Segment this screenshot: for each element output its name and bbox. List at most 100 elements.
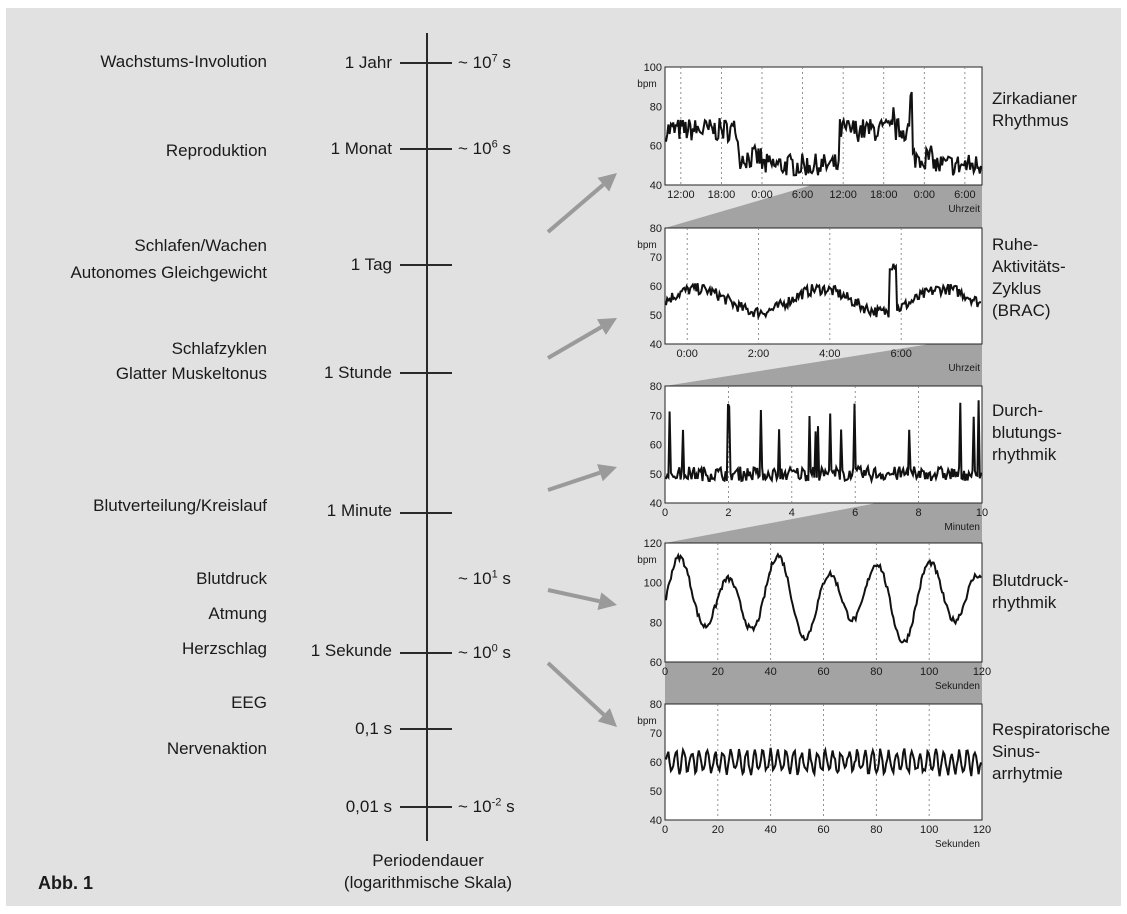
x-tick-rsa-0: 0	[662, 824, 668, 836]
x-tick-durchblutung-0: 0	[662, 507, 668, 519]
label-schlafen: Schlafen/Wachen	[134, 236, 267, 255]
arrow-head-2	[596, 318, 617, 335]
arrow-head-1	[597, 173, 617, 192]
zoom-band-1	[665, 185, 982, 228]
tick-0-01s	[400, 806, 452, 808]
label-atmung: Atmung	[208, 604, 267, 623]
chart-caption-rsa-1: Sinus-	[992, 742, 1040, 761]
x-tick-zirkadian-1: 18:00	[708, 189, 736, 201]
scale-label-minute: 1 Minute	[326, 501, 392, 520]
y-tick-durchblutung-1: 50	[650, 469, 662, 481]
zoom-band-2	[665, 344, 982, 386]
arrow-head-5	[597, 708, 617, 727]
label-schlafzyklen: Schlafzyklen	[171, 339, 267, 358]
chart-caption-blutdruck-1: rhythmik	[992, 593, 1057, 612]
x-tick-zirkadian-2: 0:00	[751, 189, 772, 201]
scale-label-0-01s: 0,01 s	[345, 797, 392, 816]
y-tick-durchblutung-0: 40	[650, 498, 662, 510]
x-tick-zirkadian-4: 12:00	[829, 189, 857, 201]
y-tick-durchblutung-3: 70	[650, 410, 662, 422]
x-tick-blutdruck-1: 20	[712, 666, 724, 678]
arrow-head-4	[597, 592, 617, 610]
x-tick-zirkadian-3: 6:00	[792, 189, 813, 201]
y-tick-brac-0: 40	[650, 339, 662, 351]
x-tick-brac-0: 0:00	[676, 348, 697, 360]
x-label-brac: Uhrzeit	[948, 363, 980, 374]
y-tick-durchblutung-2: 60	[650, 440, 662, 452]
tick-0-1s	[400, 728, 452, 730]
trace-blutdruck	[665, 552, 982, 644]
y-label-zirkadian: bpm	[637, 79, 656, 90]
y-tick-zirkadian-1: 60	[650, 141, 662, 153]
y-tick-blutdruck-0: 60	[650, 657, 662, 669]
chart-caption-rsa-0: Respiratorische	[992, 720, 1110, 739]
x-tick-zirkadian-0: 12:00	[667, 189, 695, 201]
trace-rsa	[665, 746, 982, 778]
x-tick-rsa-6: 120	[973, 824, 991, 836]
x-label-zirkadian: Uhrzeit	[948, 204, 980, 215]
x-label-durchblutung: Minuten	[944, 522, 980, 533]
x-tick-durchblutung-3: 6	[852, 507, 858, 519]
trace-zirkadian	[665, 91, 982, 177]
y-tick-brac-1: 50	[650, 310, 662, 322]
scale-label-tag: 1 Tag	[350, 255, 392, 274]
x-tick-rsa-5: 100	[920, 824, 938, 836]
x-tick-blutdruck-3: 60	[817, 666, 829, 678]
x-tick-zirkadian-6: 0:00	[914, 189, 935, 201]
arrow-shaft-5	[546, 661, 606, 717]
arrow-shaft-2	[546, 325, 603, 360]
chart-caption-blutdruck-0: Blutdruck-	[992, 571, 1069, 590]
x-label-blutdruck: Sekunden	[935, 681, 980, 692]
power-label-6: ~ 106 s	[458, 138, 511, 158]
x-tick-zirkadian-5: 18:00	[870, 189, 898, 201]
y-tick-blutdruck-1: 80	[650, 617, 662, 629]
chart-caption-brac-2: Zyklus	[992, 279, 1041, 298]
y-tick-rsa-2: 60	[650, 757, 662, 769]
x-tick-blutdruck-6: 120	[973, 666, 991, 678]
label-reproduktion: Reproduktion	[165, 141, 267, 160]
x-tick-brac-3: 6:00	[890, 348, 911, 360]
x-tick-zirkadian-7: 6:00	[954, 189, 975, 201]
figure-label: Abb. 1	[38, 873, 94, 893]
arrow-shaft-3	[547, 470, 601, 492]
scale-label-jahr: 1 Jahr	[344, 53, 392, 72]
x-tick-durchblutung-2: 4	[789, 507, 795, 519]
label-herzschlag: Herzschlag	[181, 639, 267, 658]
x-label-rsa: Sekunden	[935, 839, 980, 850]
x-tick-blutdruck-5: 100	[920, 666, 938, 678]
arrow-shaft-4	[547, 588, 600, 604]
y-tick-blutdruck-3: 120	[644, 538, 662, 550]
scale-label-sekunde: 1 Sekunde	[310, 641, 392, 660]
chart-caption-zirkadian-0: Zirkadianer	[992, 89, 1077, 108]
power-label-minus2: ~ 10-2 s	[458, 796, 515, 816]
x-tick-durchblutung-5: 10	[976, 507, 988, 519]
y-tick-durchblutung-4: 80	[650, 381, 662, 393]
x-tick-rsa-1: 20	[712, 824, 724, 836]
chart-caption-durchblutung-1: blutungs-	[992, 423, 1062, 442]
chart-caption-brac-3: (BRAC)	[992, 301, 1051, 320]
x-tick-durchblutung-4: 8	[916, 507, 922, 519]
x-tick-rsa-4: 80	[870, 824, 882, 836]
axis-caption-line1: Periodendauer	[372, 851, 484, 870]
x-tick-brac-1: 2:00	[748, 348, 769, 360]
y-tick-rsa-3: 70	[650, 728, 662, 740]
x-tick-blutdruck-4: 80	[870, 666, 882, 678]
y-tick-rsa-4: 80	[650, 699, 662, 711]
x-tick-blutdruck-2: 40	[765, 666, 777, 678]
x-tick-rsa-2: 40	[765, 824, 777, 836]
tick-jahr	[400, 62, 452, 64]
y-tick-zirkadian-2: 80	[650, 101, 662, 113]
scale-label-monat: 1 Monat	[330, 139, 392, 158]
zoom-band-4	[665, 662, 982, 704]
scale-label-0-1s: 0,1 s	[355, 719, 392, 738]
period-axis	[426, 33, 428, 841]
y-label-rsa: bpm	[637, 716, 656, 727]
y-label-blutdruck: bpm	[637, 555, 656, 566]
x-tick-blutdruck-0: 0	[662, 666, 668, 678]
arrow-head-3	[597, 464, 617, 482]
arrow-shaft-1	[546, 183, 605, 234]
x-tick-brac-2: 4:00	[819, 348, 840, 360]
x-tick-rsa-3: 60	[817, 824, 829, 836]
y-tick-brac-4: 80	[650, 223, 662, 235]
